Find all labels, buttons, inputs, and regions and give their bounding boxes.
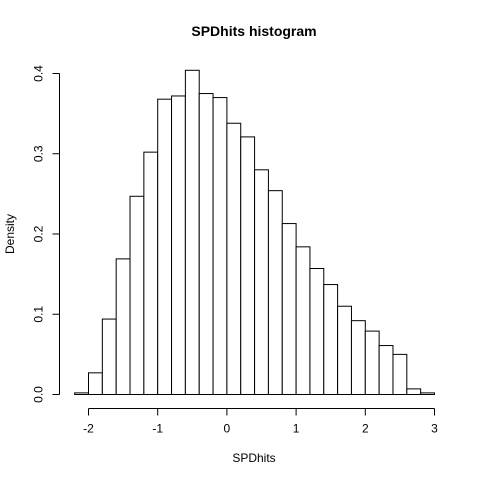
histogram-bar (171, 95, 186, 395)
histogram-bar (115, 258, 131, 395)
x-tick-label: 3 (431, 422, 438, 436)
histogram-bar (323, 284, 339, 395)
histogram-bar (74, 392, 90, 396)
histogram-bar (378, 345, 394, 395)
x-tick-label: 0 (224, 422, 231, 436)
x-tick-label: -2 (83, 422, 94, 436)
histogram-bar (350, 320, 366, 396)
histogram-bar (143, 151, 159, 395)
x-axis: -2 -1 0 1 2 3 (83, 408, 438, 436)
y-tick-label: 0.3 (32, 145, 46, 162)
histogram-bar (88, 372, 103, 395)
x-tick-label: 1 (293, 422, 300, 436)
histogram-bar (309, 268, 325, 396)
histogram-bar (198, 93, 214, 395)
x-tick-label: 2 (362, 422, 369, 436)
histogram-bar (406, 388, 422, 396)
histogram-bar (226, 122, 242, 395)
histogram-bar (101, 318, 117, 395)
histogram-bar (337, 305, 352, 396)
histogram-bar (240, 136, 256, 395)
histogram-bar (184, 69, 200, 395)
histogram-bar (212, 97, 228, 396)
y-tick-label: 0.0 (32, 386, 46, 403)
y-axis: 0.0 0.1 0.2 0.3 0.4 (32, 65, 60, 403)
y-tick-label: 0.4 (32, 65, 46, 82)
y-tick-label: 0.1 (32, 306, 46, 323)
histogram-bar (129, 195, 145, 395)
histogram-bar (295, 246, 311, 395)
histogram-bar (281, 223, 297, 395)
histogram-bar (364, 330, 380, 396)
histogram-bar (254, 169, 269, 395)
histogram-bar (392, 353, 408, 396)
x-axis-label: SPDhits (232, 451, 275, 465)
histogram-bar (420, 392, 436, 396)
chart-title: SPDhits histogram (191, 23, 316, 39)
y-axis-label: Density (3, 214, 17, 254)
y-tick-label: 0.2 (32, 225, 46, 242)
histogram-bar (267, 190, 283, 395)
x-tick-label: -1 (152, 422, 163, 436)
histogram-bar (157, 98, 173, 396)
histogram-bars (74, 69, 436, 396)
